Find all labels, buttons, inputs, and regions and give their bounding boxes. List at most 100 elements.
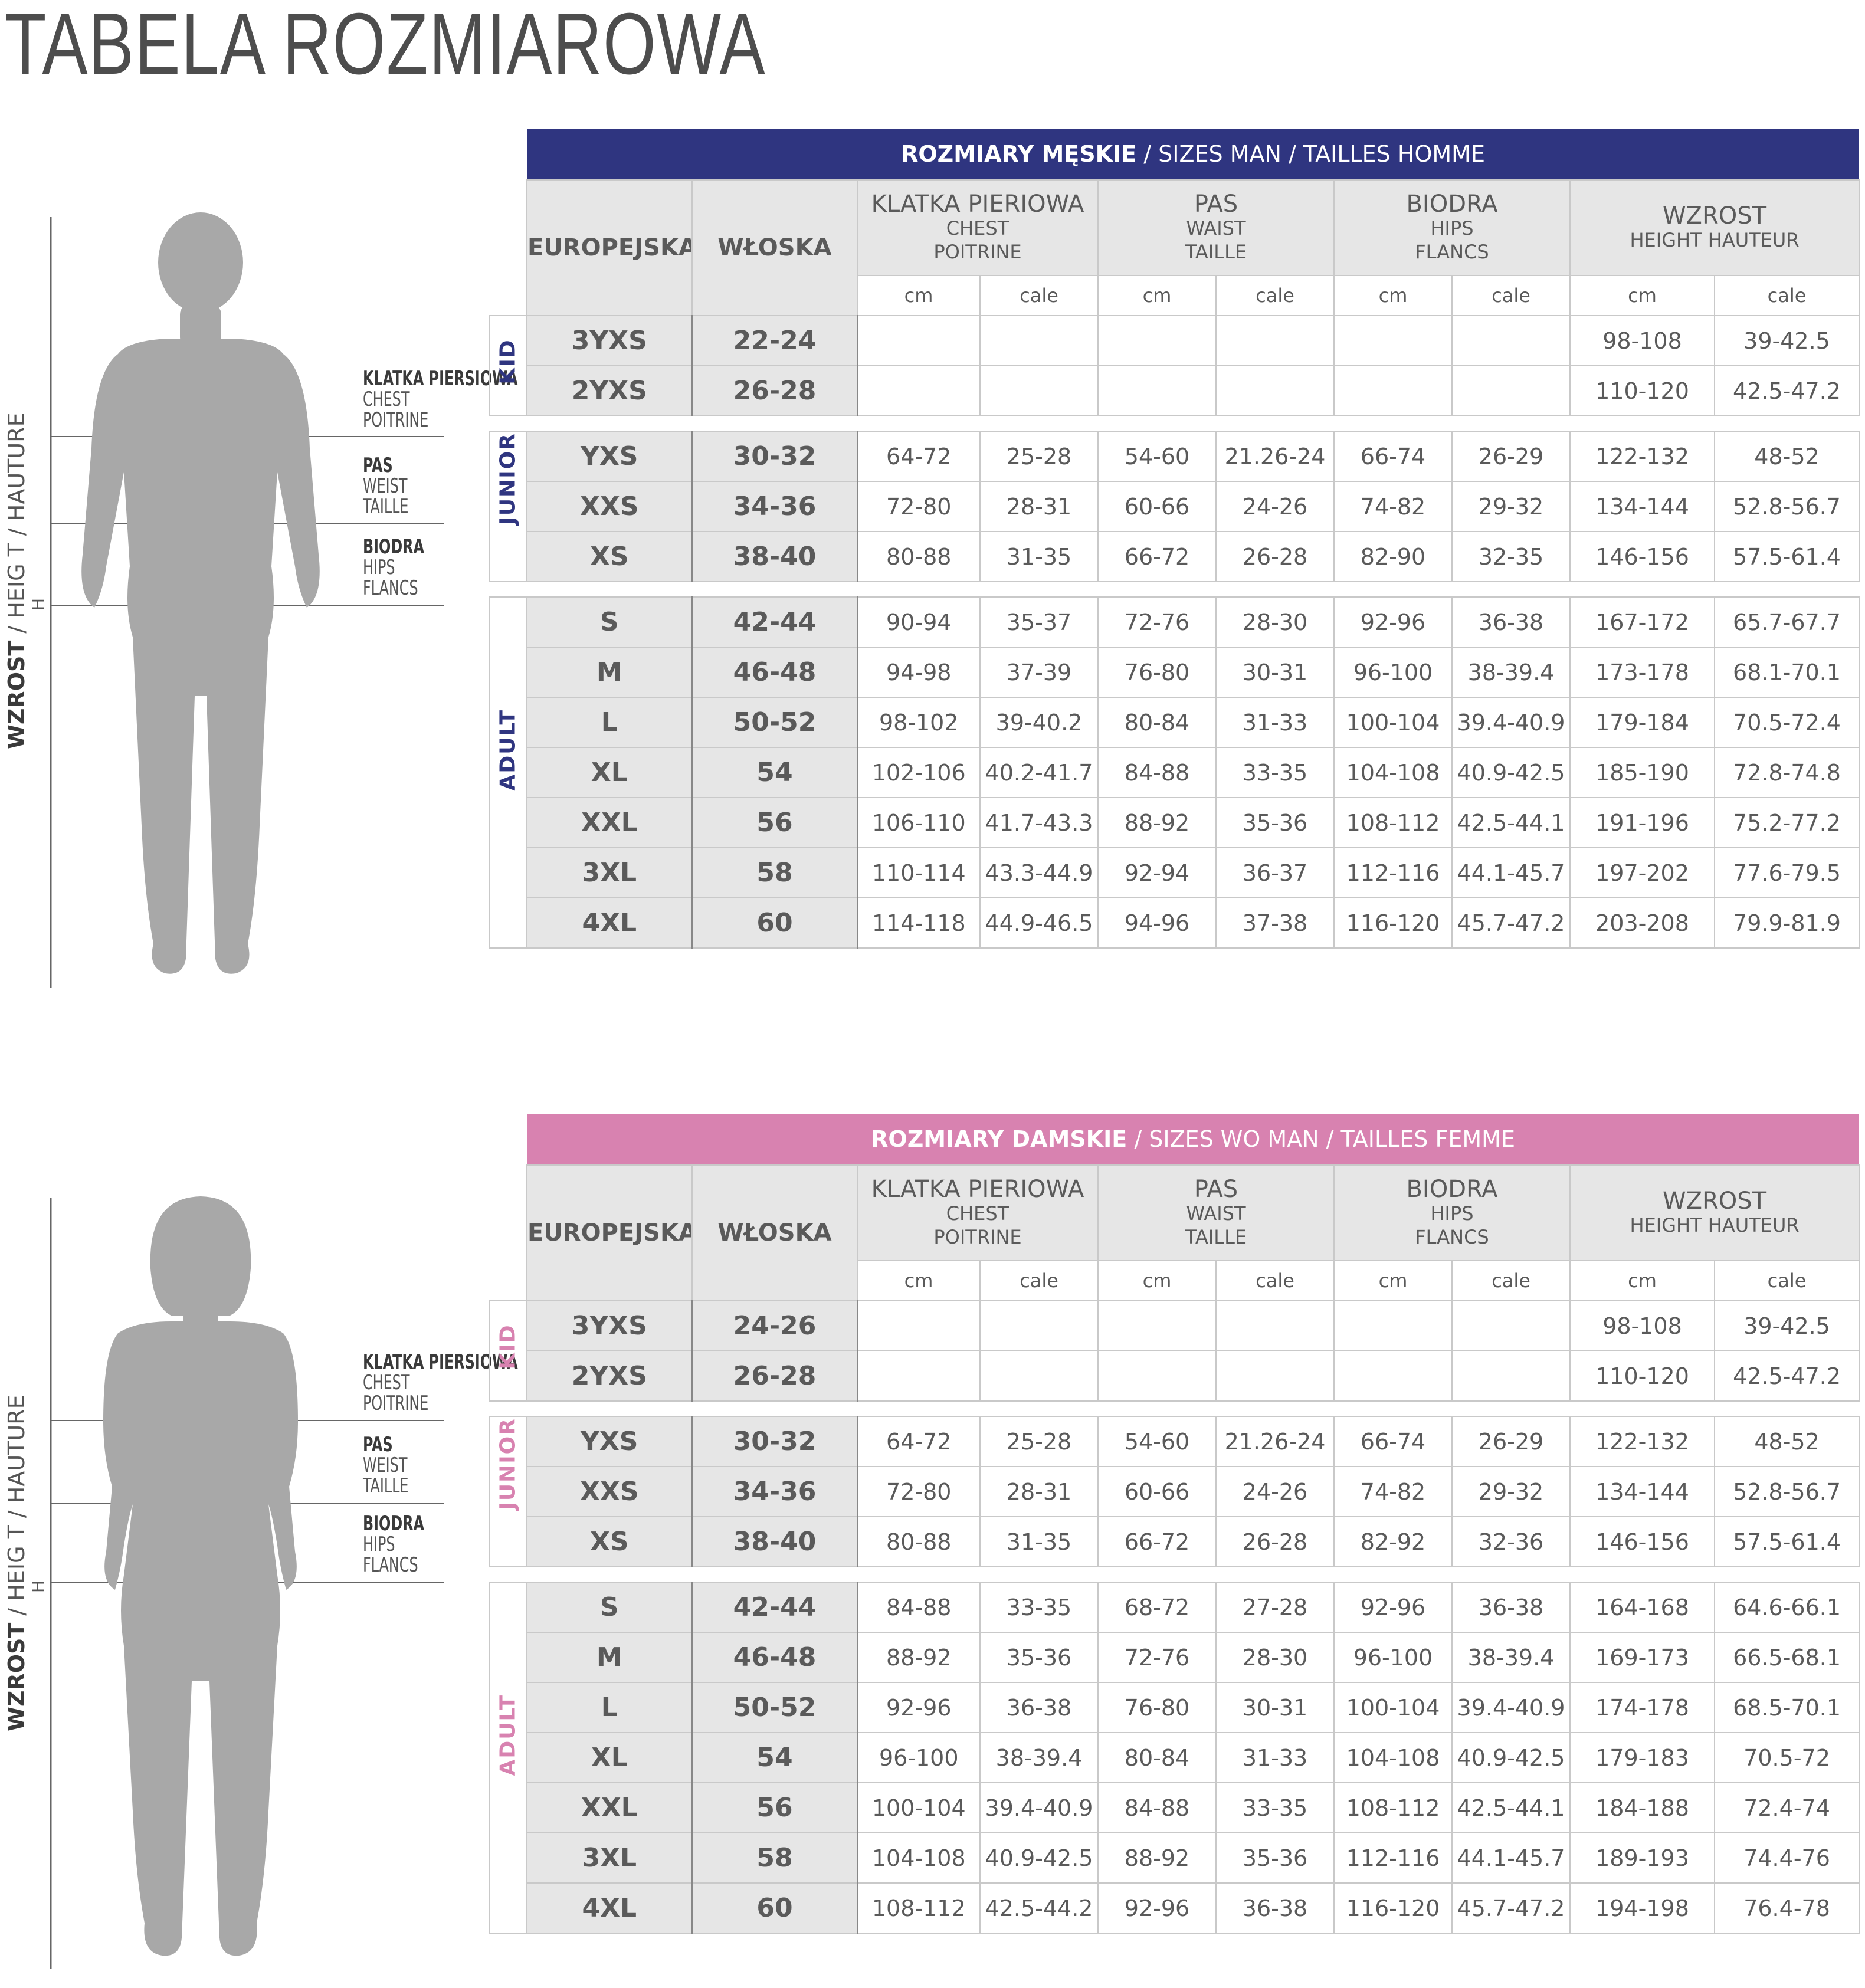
cell-value: 33-35 <box>1242 1795 1308 1821</box>
cell-value: 42.5-47.2 <box>1733 378 1841 404</box>
measure-value-cell: 28-30 <box>1215 596 1335 648</box>
unit-cm-label: cm <box>1628 1269 1657 1292</box>
height-axis-label: WZROST / HEIG T / HAUTURE <box>4 1395 30 1731</box>
measure-value-cell: 52.8-56.7 <box>1713 1466 1860 1517</box>
cell-value: 68.5-70.1 <box>1733 1694 1841 1721</box>
cell-value: 27-28 <box>1242 1594 1308 1620</box>
measure-value-cell: 104-108 <box>1333 747 1453 798</box>
height-group-line-1: HEIGHT HAUTEUR <box>1630 1214 1800 1236</box>
hips-label-fr: FLANCS <box>363 576 418 600</box>
cell-value: YXS <box>581 1426 638 1456</box>
table-row: M 46-48 88-92 35-36 72-76 28-30 96-100 38-39.4 1… <box>489 1632 1860 1683</box>
european-size-header: EUROPEJSKA <box>526 1164 693 1301</box>
cell-value: 44.1-45.7 <box>1457 1845 1565 1871</box>
hips-group-line-2: FLANCS <box>1415 1226 1489 1248</box>
cell-value: XXS <box>579 1477 639 1507</box>
measure-value-cell: 94-98 <box>856 647 981 698</box>
measure-value-cell: 80-88 <box>856 531 981 582</box>
cell-value: 96-100 <box>1353 1644 1433 1671</box>
waist-group-line-2: TAILLE <box>1185 1226 1247 1248</box>
unit-row: cm cale cm cale cm cale cm cale <box>489 1260 1860 1301</box>
cell-value: 32-36 <box>1478 1528 1544 1555</box>
cell-value: 84-88 <box>1124 759 1190 786</box>
cell-value: 30-32 <box>733 1426 817 1456</box>
cell-value: 80-84 <box>1124 1744 1190 1771</box>
group-gap <box>489 582 1859 597</box>
measure-value-cell: 60-66 <box>1097 1466 1217 1517</box>
cell-value: 66.5-68.1 <box>1733 1644 1841 1671</box>
european-size-header: EUROPEJSKA <box>526 179 693 316</box>
cell-value: 184-188 <box>1595 1795 1689 1821</box>
italian-size-header: WŁOSKA <box>691 1164 858 1301</box>
waist-label-en: WEIST <box>363 474 408 498</box>
unit-cm-label: cm <box>1378 1269 1408 1292</box>
measure-value-cell: 35-37 <box>979 596 1099 648</box>
unit-cale: cale <box>979 275 1099 316</box>
unit-cale: cale <box>1215 1260 1335 1301</box>
measure-value-cell: 76-80 <box>1097 647 1217 698</box>
measure-value-cell: 39-42.5 <box>1713 1300 1860 1351</box>
table-band-title: ROZMIARY DAMSKIE / SIZES WO MAN / TAILLE… <box>527 1114 1860 1165</box>
category-label-kid: KID <box>496 1323 520 1369</box>
measure-value-cell: 76.4-78 <box>1713 1882 1860 1934</box>
category-junior: JUNIOR <box>489 1416 527 1567</box>
measure-value-cell: 80-84 <box>1097 697 1217 748</box>
measure-value-cell: 98-108 <box>1569 1300 1715 1351</box>
table-row: 4XL 60 114-118 44.9-46.5 94-96 37-38 116-120 45… <box>489 897 1860 949</box>
cell-value: 60-66 <box>1124 1478 1190 1505</box>
measure-value-cell <box>856 1350 981 1402</box>
european-size-cell: XXS <box>526 1466 693 1517</box>
cell-value: 42.5-44.1 <box>1457 1795 1565 1821</box>
hips-label-fr: FLANCS <box>363 1553 418 1577</box>
cell-value: 40.9-42.5 <box>1457 759 1565 786</box>
measure-value-cell: 54-60 <box>1097 1416 1217 1467</box>
cell-value: 42-44 <box>733 1592 817 1622</box>
cell-value: 100-104 <box>871 1795 966 1821</box>
cell-value: 164-168 <box>1595 1594 1689 1620</box>
table-row: XXL 56 106-110 41.7-43.3 88-92 35-36 108-112 42… <box>489 797 1860 848</box>
cell-value: 45.7-47.2 <box>1457 910 1565 936</box>
measure-value-cell <box>856 1300 981 1351</box>
italian-size-cell: 46-48 <box>691 1632 858 1683</box>
measure-value-cell: 21.26-24 <box>1215 1416 1335 1467</box>
italian-size-label: WŁOSKA <box>717 1219 832 1246</box>
cell-value: 3YXS <box>571 326 647 356</box>
cell-value: 44.9-46.5 <box>985 910 1093 936</box>
cell-value: S <box>599 607 619 637</box>
unit-cale: cale <box>1215 275 1335 316</box>
measure-value-cell: 43.3-44.9 <box>979 847 1099 898</box>
hips-measure-label: BIODRA HIPS FLANCS <box>363 537 424 599</box>
cell-value: 82-92 <box>1360 1528 1426 1555</box>
cell-value: 22-24 <box>733 326 817 356</box>
waist-label-fr: TAILLE <box>363 1474 409 1498</box>
measure-value-cell <box>1451 365 1571 416</box>
cell-value: 60 <box>756 1893 793 1923</box>
chest-label-fr: POITRINE <box>363 1392 429 1415</box>
category-adult: ADULT <box>489 596 527 949</box>
unit-cm-label: cm <box>1142 284 1172 307</box>
measure-value-cell: 36-38 <box>979 1682 1099 1733</box>
measure-value-cell <box>1097 365 1217 416</box>
measure-value-cell: 66-72 <box>1097 1516 1217 1567</box>
cell-value: 134-144 <box>1595 1478 1689 1505</box>
cell-value: 28-30 <box>1242 1644 1308 1671</box>
category-kid: KID <box>489 1300 527 1402</box>
measure-value-cell <box>1097 1300 1217 1351</box>
hips-label-pl: BIODRA <box>363 1512 424 1536</box>
unit-cm: cm <box>1097 1260 1217 1301</box>
italian-size-cell: 60 <box>691 897 858 949</box>
measure-value-cell: 64-72 <box>856 431 981 482</box>
measure-value-cell: 173-178 <box>1569 647 1715 698</box>
cell-value: 54 <box>756 757 793 788</box>
measure-value-cell: 36-38 <box>1451 596 1571 648</box>
measure-value-cell <box>856 365 981 416</box>
cell-value: 82-90 <box>1360 543 1426 570</box>
cell-value: 24-26 <box>733 1311 817 1341</box>
measure-value-cell: 48-52 <box>1713 431 1860 482</box>
measure-value-cell: 106-110 <box>856 797 981 848</box>
measure-value-cell <box>1451 1350 1571 1402</box>
cell-value: 26-29 <box>1478 1428 1544 1455</box>
measure-value-cell: 68-72 <box>1097 1582 1217 1633</box>
cell-value: 2YXS <box>571 1361 647 1391</box>
measure-value-cell: 72-80 <box>856 481 981 532</box>
